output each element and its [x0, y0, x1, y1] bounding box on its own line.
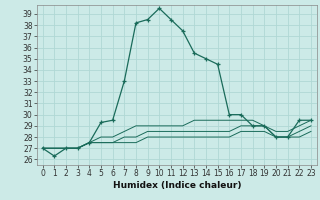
X-axis label: Humidex (Indice chaleur): Humidex (Indice chaleur) — [113, 181, 241, 190]
